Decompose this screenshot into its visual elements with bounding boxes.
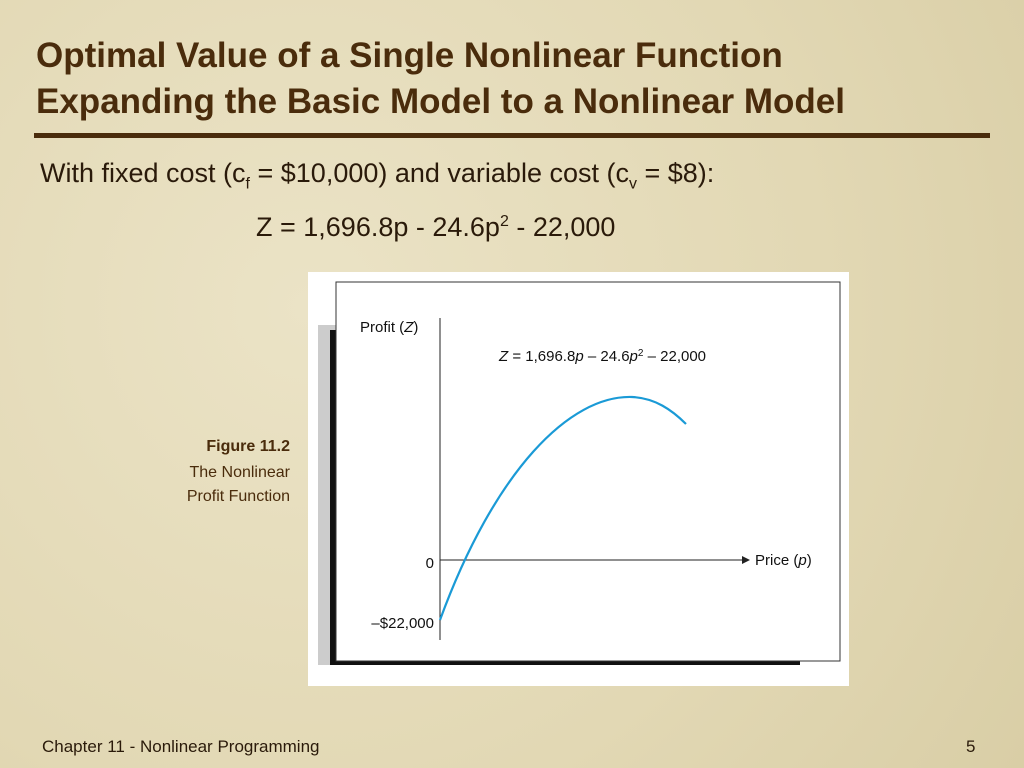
formula-text: Z bbox=[498, 348, 509, 365]
label-text: p bbox=[797, 552, 806, 569]
subscript: v bbox=[628, 175, 637, 193]
y-axis-label: Profit (Z) bbox=[360, 319, 418, 336]
page-number: 5 bbox=[966, 737, 976, 756]
superscript: 2 bbox=[499, 213, 509, 230]
figure-caption: Profit Function bbox=[186, 488, 290, 505]
label-text: Z bbox=[403, 319, 414, 336]
formula-text: – 22,000 bbox=[643, 348, 706, 365]
equation-text: Z = 1,696.8p - 24.6p bbox=[256, 212, 500, 242]
formula-text: p bbox=[574, 348, 583, 365]
equation-text: - 22,000 bbox=[508, 212, 616, 242]
curve-formula: Z = 1,696.8p – 24.6p2 – 22,000 bbox=[498, 348, 706, 365]
plot-box bbox=[335, 281, 841, 662]
formula-text: – 24.6 bbox=[584, 348, 630, 365]
intro-text: = $8): bbox=[636, 158, 715, 188]
min-label: –$22,000 bbox=[371, 615, 434, 632]
figure-number: Figure 11.2 bbox=[206, 438, 290, 455]
equation: Z = 1,696.8p - 24.6p2 - 22,000 bbox=[256, 212, 615, 243]
x-axis-label: Price (p) bbox=[755, 552, 812, 569]
label-text: ) bbox=[807, 552, 812, 569]
profit-curve bbox=[438, 395, 687, 621]
title-rule bbox=[34, 133, 990, 138]
intro-text: = $10,000) and variable cost (c bbox=[250, 158, 629, 188]
label-text: ) bbox=[413, 319, 418, 336]
label-text: Profit ( bbox=[360, 319, 404, 336]
figure-caption: The Nonlinear bbox=[189, 464, 291, 481]
formula-text: p bbox=[629, 348, 638, 365]
title-line: Expanding the Basic Model to a Nonlinear… bbox=[36, 82, 845, 121]
zero-label: 0 bbox=[426, 555, 434, 572]
footer-chapter: Chapter 11 - Nonlinear Programming bbox=[42, 737, 320, 756]
formula-text: 2 bbox=[638, 348, 644, 359]
label-text: Price ( bbox=[755, 552, 798, 569]
formula-text: = 1,696.8 bbox=[508, 348, 575, 365]
intro: With fixed cost (cf = $10,000) and varia… bbox=[40, 158, 714, 193]
title-line: Optimal Value of a Single Nonlinear Func… bbox=[36, 36, 783, 75]
axis-arrow bbox=[742, 556, 750, 564]
intro-text: With fixed cost (c bbox=[40, 158, 246, 188]
subscript: f bbox=[245, 175, 250, 193]
